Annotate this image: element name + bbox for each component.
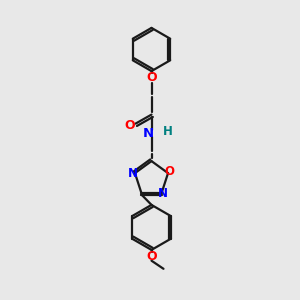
Text: N: N xyxy=(158,187,168,200)
Text: O: O xyxy=(165,165,175,178)
Text: O: O xyxy=(146,71,157,84)
Text: N: N xyxy=(143,127,154,140)
Text: O: O xyxy=(146,250,157,263)
Text: H: H xyxy=(163,125,172,138)
Text: O: O xyxy=(124,119,135,132)
Text: N: N xyxy=(128,167,138,180)
